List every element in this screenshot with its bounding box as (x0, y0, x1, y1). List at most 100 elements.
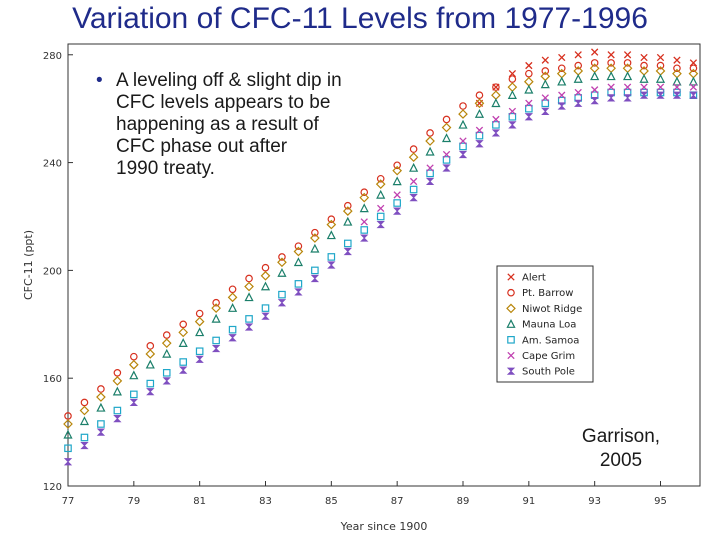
data-point (228, 303, 238, 312)
y-axis: 120 160 200 240 280 (43, 51, 73, 493)
data-point (327, 261, 336, 269)
data-point (96, 392, 106, 402)
series-alert (475, 48, 698, 107)
x-axis-title: Year since 1900 (340, 520, 428, 533)
data-point (393, 207, 402, 215)
bullet-line: 1990 treaty. (116, 158, 215, 179)
legend-marker (507, 336, 515, 344)
data-point (212, 336, 220, 345)
slide-title: Variation of CFC-11 Levels from 1977-199… (72, 2, 648, 35)
data-point (589, 63, 600, 74)
data-point (277, 257, 287, 268)
data-point (228, 334, 237, 342)
x-tick-label: 85 (325, 496, 338, 507)
data-point (278, 290, 286, 299)
bullet-line: happening as a result of (116, 114, 319, 135)
data-point (673, 64, 681, 73)
data-point (211, 344, 221, 353)
data-point (278, 253, 286, 261)
data-point (211, 303, 221, 313)
data-point (342, 206, 353, 216)
x-tick-label: 77 (62, 496, 75, 507)
data-point (393, 161, 401, 170)
series-south-pole (63, 91, 698, 466)
data-point (640, 83, 648, 91)
data-point (376, 212, 385, 221)
data-point (639, 66, 649, 76)
data-point (442, 164, 451, 172)
data-point (261, 312, 270, 320)
data-point (673, 83, 681, 91)
data-point (195, 355, 204, 363)
data-point (574, 61, 583, 70)
data-point (96, 428, 106, 436)
x-tick-label: 91 (522, 496, 535, 507)
data-point (672, 91, 682, 99)
x-tick-label: 87 (391, 496, 404, 507)
bullet-line: CFC levels appears to be (116, 92, 331, 113)
data-point (228, 325, 237, 334)
data-point (179, 366, 188, 374)
legend-marker (507, 288, 515, 297)
data-point (523, 76, 534, 87)
data-point (458, 150, 468, 159)
legend-marker (507, 273, 515, 281)
data-point (673, 56, 681, 64)
data-point (80, 441, 89, 450)
data-point (178, 327, 189, 338)
data-point (162, 348, 172, 358)
data-point (525, 61, 533, 70)
data-point (162, 377, 171, 385)
data-point (244, 323, 254, 331)
data-point (540, 71, 551, 82)
data-point (146, 379, 155, 388)
data-point (195, 347, 204, 356)
data-point (507, 82, 518, 92)
data-point (425, 177, 435, 186)
data-point (507, 90, 517, 100)
data-point (623, 83, 632, 91)
data-point (656, 61, 665, 70)
data-point (459, 137, 467, 145)
data-point (130, 352, 138, 361)
data-point (261, 304, 270, 312)
data-point (112, 376, 123, 386)
data-point (540, 79, 550, 89)
legend-marker (507, 351, 515, 360)
data-point (442, 156, 451, 164)
data-point (426, 169, 434, 178)
data-point (194, 316, 205, 327)
legend-label: Alert (522, 273, 546, 284)
data-point (327, 215, 336, 223)
data-point (310, 274, 320, 283)
data-point (541, 67, 550, 75)
data-point (492, 115, 500, 124)
data-point (64, 412, 72, 420)
data-point (392, 176, 402, 186)
data-point (441, 133, 452, 143)
y-tick-label: 240 (43, 159, 62, 170)
data-point (656, 53, 665, 62)
data-point (113, 415, 122, 423)
data-point (327, 253, 336, 261)
data-point (359, 203, 369, 213)
credit-line: Garrison, (581, 426, 661, 447)
data-point (623, 59, 632, 67)
data-point (689, 83, 698, 91)
data-point (639, 73, 649, 83)
data-point (409, 177, 418, 186)
data-point (310, 243, 320, 253)
data-point (161, 338, 172, 349)
data-point (623, 71, 633, 81)
legend-label: Pt. Barrow (522, 288, 573, 299)
data-point (393, 191, 401, 199)
data-point (442, 150, 451, 159)
x-tick-label: 83 (259, 496, 272, 507)
data-point (655, 66, 666, 76)
data-point (326, 230, 336, 240)
data-point (591, 86, 599, 94)
data-point (392, 165, 403, 176)
legend-label: Mauna Loa (522, 320, 576, 331)
data-point (574, 99, 583, 107)
data-point (672, 76, 682, 86)
